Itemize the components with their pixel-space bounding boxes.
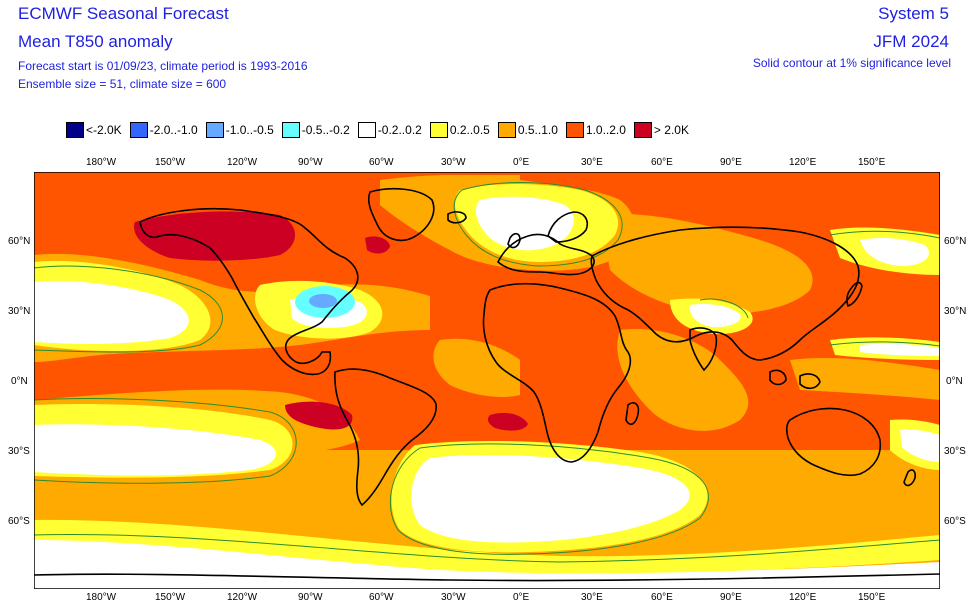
legend-item: -0.5..-0.2 [281, 122, 350, 138]
legend-item: -1.0..-0.5 [205, 122, 274, 138]
lon-label-bottom: 90°W [298, 592, 323, 603]
lon-label-top: 30°W [441, 157, 466, 168]
lon-label-bottom: 120°E [789, 592, 817, 603]
legend-swatch [129, 122, 148, 138]
legend-swatch [205, 122, 224, 138]
forecast-info: Forecast start is 01/09/23, climate peri… [18, 59, 308, 73]
lon-label-bottom: 30°E [581, 592, 603, 603]
legend-label: -0.2..0.2 [377, 123, 422, 137]
legend-label: > 2.0K [653, 123, 689, 137]
lon-label-bottom: 60°E [651, 592, 673, 603]
anomaly-map [34, 172, 940, 589]
lon-label-top: 150°W [155, 157, 186, 168]
legend-label: 1.0..2.0 [585, 123, 626, 137]
legend-swatch [281, 122, 300, 138]
legend-swatch [565, 122, 584, 138]
significance-contours [34, 182, 940, 563]
legend-item: 0.2..0.5 [429, 122, 490, 138]
period-label: JFM 2024 [873, 32, 949, 51]
legend-item: -2.0..-1.0 [129, 122, 198, 138]
lat-label-left: 0°N [11, 376, 28, 387]
ensemble-info: Ensemble size = 51, climate size = 600 [18, 77, 227, 91]
legend-label: -1.0..-0.5 [225, 123, 274, 137]
legend-label: 0.2..0.5 [449, 123, 490, 137]
lon-label-top: 30°E [581, 157, 603, 168]
lon-label-bottom: 150°W [155, 592, 186, 603]
lon-label-top: 0°E [513, 157, 530, 168]
anomaly-region-cold [309, 294, 337, 308]
coastlines [34, 187, 940, 582]
legend-swatch [429, 122, 448, 138]
lon-label-bottom: 90°E [720, 592, 742, 603]
lon-label-bottom: 180°W [86, 592, 117, 603]
lat-label-right: 60°S [944, 516, 966, 527]
legend-item: > 2.0K [633, 122, 689, 138]
subtitle: Mean T850 anomaly [18, 32, 173, 51]
legend-item: 1.0..2.0 [565, 122, 626, 138]
legend-label: -0.5..-0.2 [301, 123, 350, 137]
lat-label-right: 30°N [944, 306, 967, 317]
title: ECMWF Seasonal Forecast [18, 4, 229, 23]
lat-label-right: 0°N [946, 376, 963, 387]
lat-label-left: 60°S [8, 516, 30, 527]
legend-label: <-2.0K [86, 123, 122, 137]
lon-label-bottom: 120°W [227, 592, 258, 603]
system-label: System 5 [878, 4, 949, 23]
lon-label-bottom: 30°W [441, 592, 466, 603]
lon-label-bottom: 150°E [858, 592, 886, 603]
legend-item: <-2.0K [66, 122, 122, 138]
legend-label: 0.5..1.0 [517, 123, 558, 137]
lon-label-top: 120°W [227, 157, 258, 168]
significance-note: Solid contour at 1% significance level [752, 56, 951, 70]
legend-swatch [633, 122, 652, 138]
lon-label-bottom: 60°W [369, 592, 394, 603]
lat-label-left: 60°N [8, 236, 31, 247]
legend-label: -2.0..-1.0 [149, 123, 198, 137]
lat-label-right: 30°S [944, 446, 966, 457]
legend-swatch [357, 122, 376, 138]
anomaly-region-gt-2 [134, 211, 528, 431]
lon-label-bottom: 0°E [513, 592, 530, 603]
lon-label-top: 60°E [651, 157, 673, 168]
lon-label-top: 90°E [720, 157, 742, 168]
lon-label-top: 90°W [298, 157, 323, 168]
legend: <-2.0K -2.0..-1.0 -1.0..-0.5 -0.5..-0.2 … [66, 119, 697, 141]
lon-label-top: 180°W [86, 157, 117, 168]
lon-label-top: 150°E [858, 157, 886, 168]
legend-swatch [497, 122, 516, 138]
legend-item: 0.5..1.0 [497, 122, 558, 138]
lon-label-top: 120°E [789, 157, 817, 168]
lat-label-right: 60°N [944, 236, 967, 247]
lon-label-top: 60°W [369, 157, 394, 168]
lat-label-left: 30°S [8, 446, 30, 457]
lat-label-left: 30°N [8, 306, 31, 317]
legend-swatch [66, 122, 84, 138]
legend-item: -0.2..0.2 [357, 122, 422, 138]
